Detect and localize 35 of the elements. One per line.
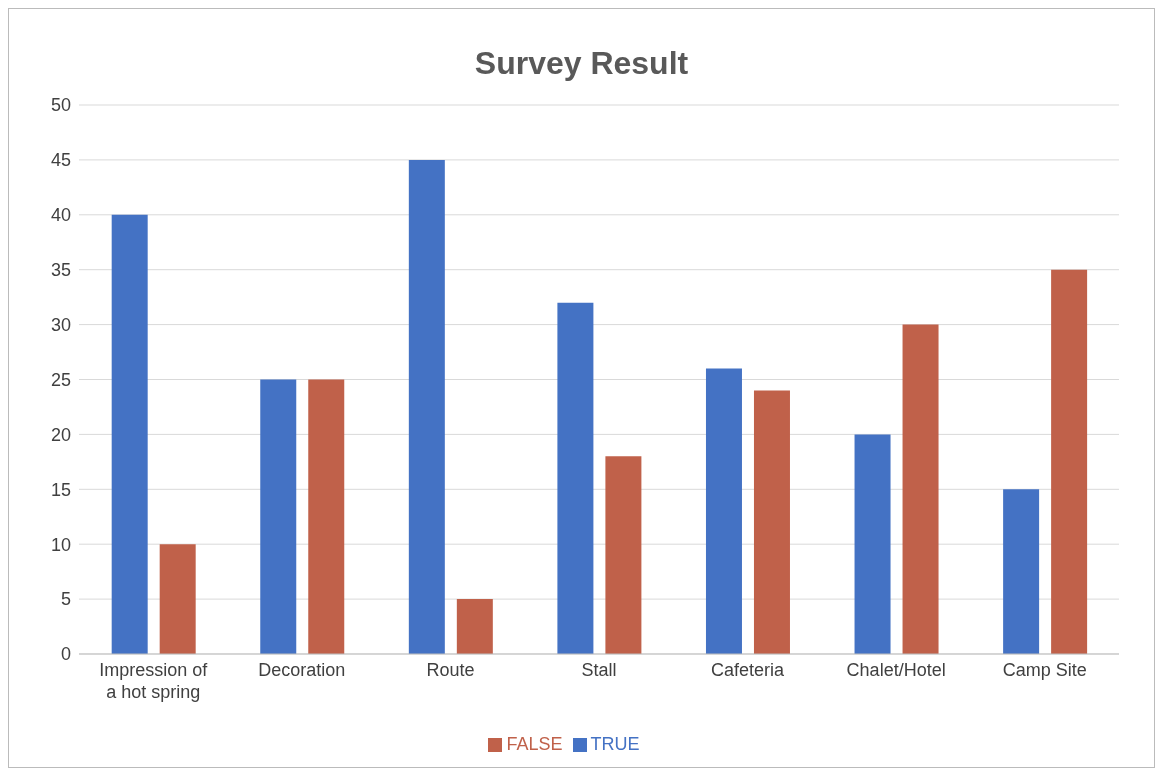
legend-label: TRUE <box>590 734 640 754</box>
y-tick-label: 20 <box>50 424 71 445</box>
y-tick-label: 50 <box>50 95 71 116</box>
y-tick-label: 30 <box>50 314 71 335</box>
bar <box>753 390 790 654</box>
y-tick-label: 15 <box>50 479 71 500</box>
x-tick-label: Impression of a hot spring <box>99 660 209 702</box>
y-tick-label: 0 <box>60 644 71 665</box>
chart-title: Survey Result <box>473 44 690 83</box>
y-tick-label: 40 <box>50 205 71 226</box>
bar <box>1051 269 1088 654</box>
y-tick-label: 10 <box>50 534 71 555</box>
x-tick-label: Decoration <box>258 660 346 680</box>
bar <box>605 456 642 654</box>
x-tick-label: Stall <box>581 660 617 680</box>
bar <box>111 214 148 654</box>
legend-label: FALSE <box>506 734 563 754</box>
y-tick-label: 45 <box>50 150 71 171</box>
bar <box>408 159 445 654</box>
bar <box>557 302 594 654</box>
bar <box>705 368 742 654</box>
y-tick-label: 35 <box>50 260 71 281</box>
x-tick-label: Chalet/Hotel <box>846 660 946 680</box>
bar <box>456 599 493 654</box>
y-tick-label: 25 <box>50 369 71 390</box>
x-tick-label: Route <box>426 660 475 680</box>
bar <box>902 324 939 654</box>
bar <box>308 379 345 654</box>
bar <box>260 379 297 654</box>
x-tick-label: Cafeteria <box>711 660 786 680</box>
x-tick-label: Camp Site <box>1002 660 1087 680</box>
bar <box>1003 489 1040 654</box>
bar <box>159 544 196 654</box>
bar <box>854 434 891 654</box>
y-tick-label: 5 <box>60 589 71 610</box>
